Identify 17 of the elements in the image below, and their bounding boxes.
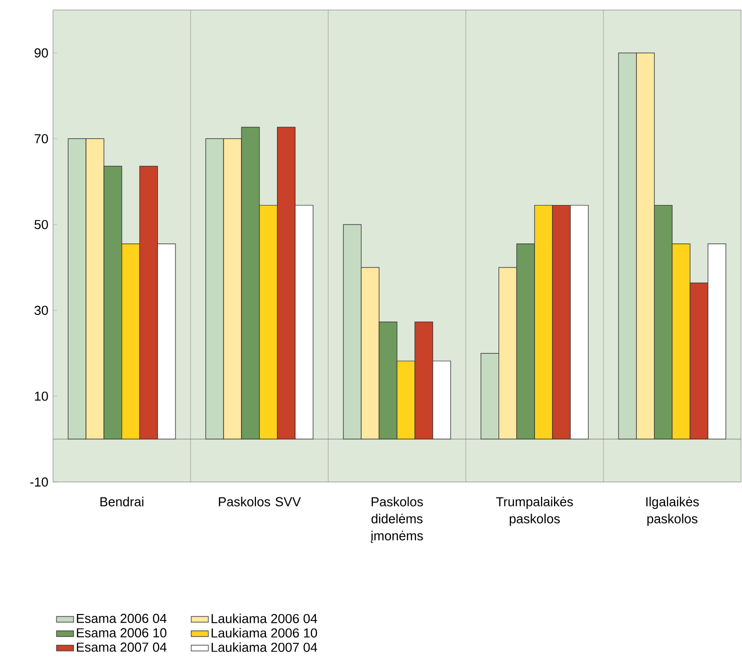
legend-label: Laukiama 2007 04 (212, 642, 318, 652)
legend-label: Laukiama 2006 04 (212, 614, 318, 624)
x-tick-label: Paskolos SVV (218, 496, 301, 506)
x-tick-label: Trumpalaikės paskolos (496, 496, 573, 526)
legend-label: Esama 2007 04 (76, 642, 167, 652)
legend-label: Esama 2006 10 (76, 628, 166, 638)
y-tick-label: -10 (30, 477, 48, 487)
x-tick-label: Paskolos didelėms įmonėms (370, 496, 423, 543)
legend-label: Laukiama 2006 10 (212, 628, 318, 638)
y-tick-label: 70 (34, 134, 48, 144)
legend-label: Esama 2006 04 (76, 614, 167, 624)
x-tick-label: Ilgalaikės paskolos (646, 496, 699, 526)
y-tick-label: 30 (34, 306, 48, 315)
x-tick-label: Bendrai (100, 496, 144, 506)
y-tick-label: 90 (34, 48, 48, 58)
y-tick-label: 50 (34, 220, 48, 230)
y-tick-label: 10 (34, 392, 48, 401)
